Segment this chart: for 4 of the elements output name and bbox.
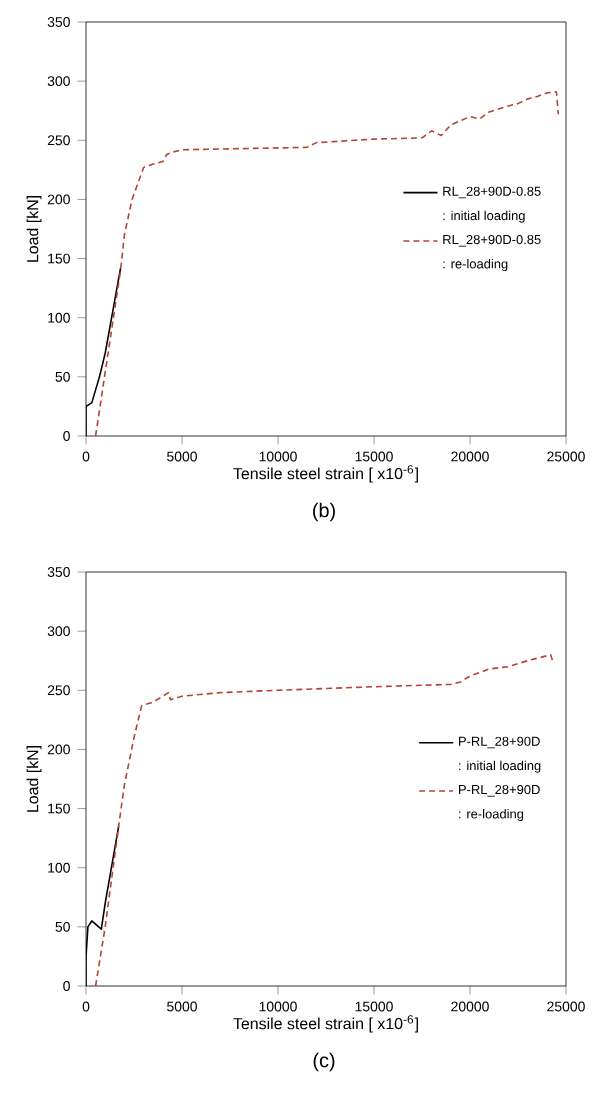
line-series xyxy=(94,654,554,986)
text: (b) xyxy=(313,502,335,522)
text: (c) xyxy=(313,1052,335,1072)
line-series xyxy=(94,90,560,436)
